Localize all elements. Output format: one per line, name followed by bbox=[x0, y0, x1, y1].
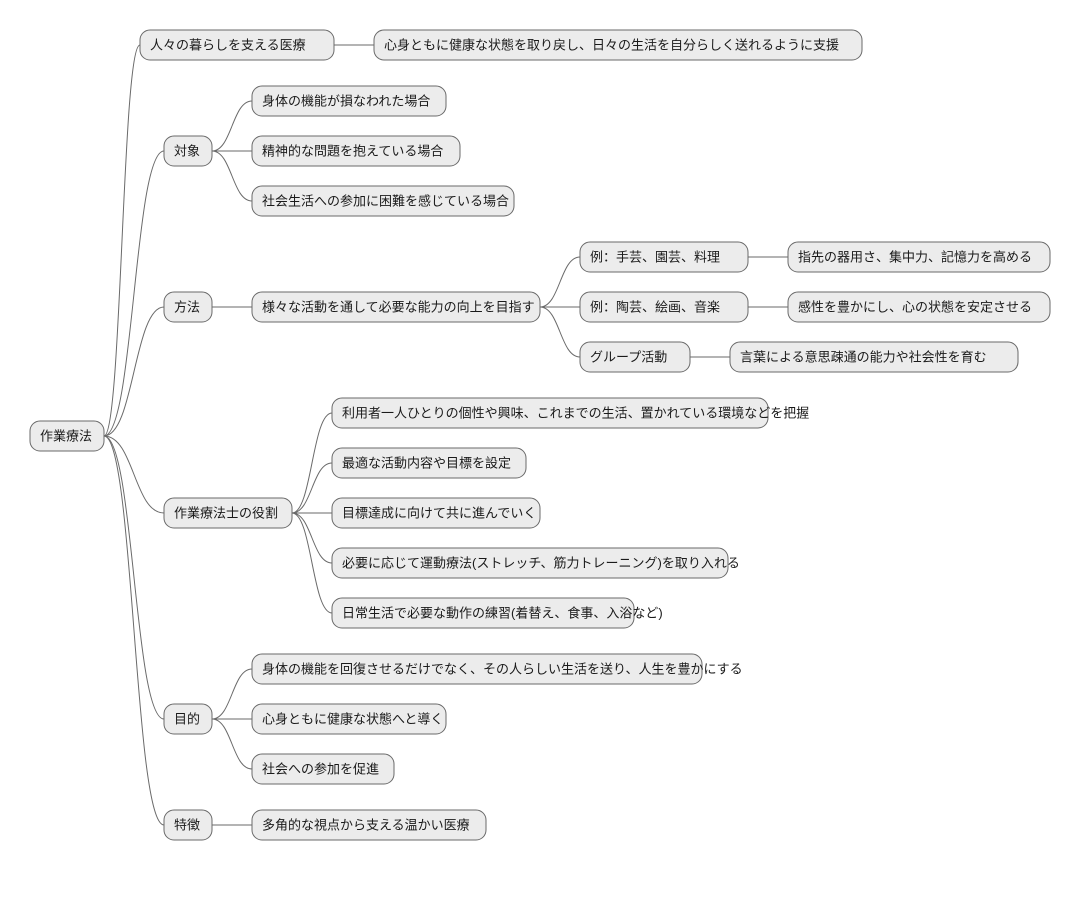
edge bbox=[292, 513, 332, 563]
edge bbox=[212, 151, 252, 201]
node-label: 対象 bbox=[174, 143, 200, 158]
node-label: 方法 bbox=[174, 299, 200, 314]
node-a4_4[interactable]: 必要に応じて運動療法(ストレッチ、筋力トレーニング)を取り入れる bbox=[332, 548, 740, 578]
node-label: 心身ともに健康な状態を取り戻し、日々の生活を自分らしく送れるように支援 bbox=[384, 37, 839, 52]
edge bbox=[104, 436, 164, 513]
node-a2[interactable]: 対象 bbox=[164, 136, 212, 166]
nodes-group: 作業療法 人々の暮らしを支える医療 心身ともに健康な状態を取り戻し、日々の生活を自分… bbox=[30, 30, 1050, 840]
node-a4[interactable]: 作業療法士の役割 bbox=[164, 498, 292, 528]
node-label: 心身ともに健康な状態へと導く bbox=[262, 711, 443, 726]
node-label: 利用者一人ひとりの個性や興味、これまでの生活、置かれている環境などを把握 bbox=[342, 405, 809, 420]
node-label: 身体の機能を回復させるだけでなく、その人らしい生活を送り、人生を豊かにする bbox=[262, 661, 743, 676]
node-a2_1[interactable]: 身体の機能が損なわれた場合 bbox=[252, 86, 446, 116]
node-label: 人々の暮らしを支える医療 bbox=[150, 37, 306, 52]
node-label: 指先の器用さ、集中力、記憶力を高める bbox=[798, 249, 1032, 264]
node-a5[interactable]: 目的 bbox=[164, 704, 212, 734]
node-label: 例：陶芸、絵画、音楽 bbox=[590, 299, 720, 314]
node-label: 社会への参加を促進 bbox=[262, 761, 379, 776]
node-a3_1c2[interactable]: 言葉による意思疎通の能力や社会性を育む bbox=[730, 342, 1018, 372]
node-a3_1c[interactable]: グループ活動 bbox=[580, 342, 690, 372]
node-label: 様々な活動を通して必要な能力の向上を目指す bbox=[262, 299, 535, 314]
edge bbox=[540, 307, 580, 357]
node-label: 最適な活動内容や目標を設定 bbox=[342, 455, 511, 470]
node-a1[interactable]: 人々の暮らしを支える医療 bbox=[140, 30, 334, 60]
node-a2_2[interactable]: 精神的な問題を抱えている場合 bbox=[252, 136, 460, 166]
edge bbox=[292, 513, 332, 613]
node-a5_3[interactable]: 社会への参加を促進 bbox=[252, 754, 394, 784]
node-root[interactable]: 作業療法 bbox=[30, 421, 104, 451]
edge bbox=[540, 257, 580, 307]
node-label: 多角的な視点から支える温かい医療 bbox=[262, 817, 470, 832]
node-a4_5[interactable]: 日常生活で必要な動作の練習(着替え、食事、入浴など) bbox=[332, 598, 663, 628]
edge bbox=[292, 463, 332, 513]
node-a5_1[interactable]: 身体の機能を回復させるだけでなく、その人らしい生活を送り、人生を豊かにする bbox=[252, 654, 743, 684]
edge bbox=[104, 436, 164, 825]
node-label: 精神的な問題を抱えている場合 bbox=[262, 143, 443, 158]
node-label: 例：手芸、園芸、料理 bbox=[590, 249, 720, 264]
node-label: 特徴 bbox=[174, 817, 200, 832]
node-label: 身体の機能が損なわれた場合 bbox=[262, 93, 430, 108]
node-a6_1[interactable]: 多角的な視点から支える温かい医療 bbox=[252, 810, 486, 840]
node-a1_1[interactable]: 心身ともに健康な状態を取り戻し、日々の生活を自分らしく送れるように支援 bbox=[374, 30, 862, 60]
node-a2_3[interactable]: 社会生活への参加に困難を感じている場合 bbox=[252, 186, 514, 216]
node-label: 目標達成に向けて共に進んでいく bbox=[342, 505, 536, 520]
edge bbox=[292, 413, 332, 513]
node-a4_3[interactable]: 目標達成に向けて共に進んでいく bbox=[332, 498, 540, 528]
node-a3_1[interactable]: 様々な活動を通して必要な能力の向上を目指す bbox=[252, 292, 540, 322]
node-label: 作業療法 bbox=[40, 428, 92, 443]
edge bbox=[104, 45, 140, 436]
node-label: 言葉による意思疎通の能力や社会性を育む bbox=[740, 349, 987, 364]
mindmap-canvas: 作業療法 人々の暮らしを支える医療 心身ともに健康な状態を取り戻し、日々の生活を自分… bbox=[0, 0, 1090, 921]
edge bbox=[104, 307, 164, 436]
edge bbox=[212, 101, 252, 151]
node-a3_1a[interactable]: 例：手芸、園芸、料理 bbox=[580, 242, 748, 272]
node-label: 社会生活への参加に困難を感じている場合 bbox=[262, 193, 509, 208]
node-a3_1b2[interactable]: 感性を豊かにし、心の状態を安定させる bbox=[788, 292, 1050, 322]
node-label: 日常生活で必要な動作の練習(着替え、食事、入浴など) bbox=[342, 605, 663, 620]
node-label: グループ活動 bbox=[590, 349, 667, 364]
node-a4_2[interactable]: 最適な活動内容や目標を設定 bbox=[332, 448, 526, 478]
node-a6[interactable]: 特徴 bbox=[164, 810, 212, 840]
node-label: 感性を豊かにし、心の状態を安定させる bbox=[798, 299, 1032, 314]
edge bbox=[212, 719, 252, 769]
node-label: 目的 bbox=[174, 711, 200, 726]
node-a5_2[interactable]: 心身ともに健康な状態へと導く bbox=[252, 704, 446, 734]
node-label: 作業療法士の役割 bbox=[174, 505, 278, 520]
node-a4_1[interactable]: 利用者一人ひとりの個性や興味、これまでの生活、置かれている環境などを把握 bbox=[332, 398, 809, 428]
node-a3_1b[interactable]: 例：陶芸、絵画、音楽 bbox=[580, 292, 748, 322]
edge bbox=[104, 436, 164, 719]
edge bbox=[212, 669, 252, 719]
node-a3_1a2[interactable]: 指先の器用さ、集中力、記憶力を高める bbox=[788, 242, 1050, 272]
node-label: 必要に応じて運動療法(ストレッチ、筋力トレーニング)を取り入れる bbox=[342, 555, 740, 570]
node-a3[interactable]: 方法 bbox=[164, 292, 212, 322]
